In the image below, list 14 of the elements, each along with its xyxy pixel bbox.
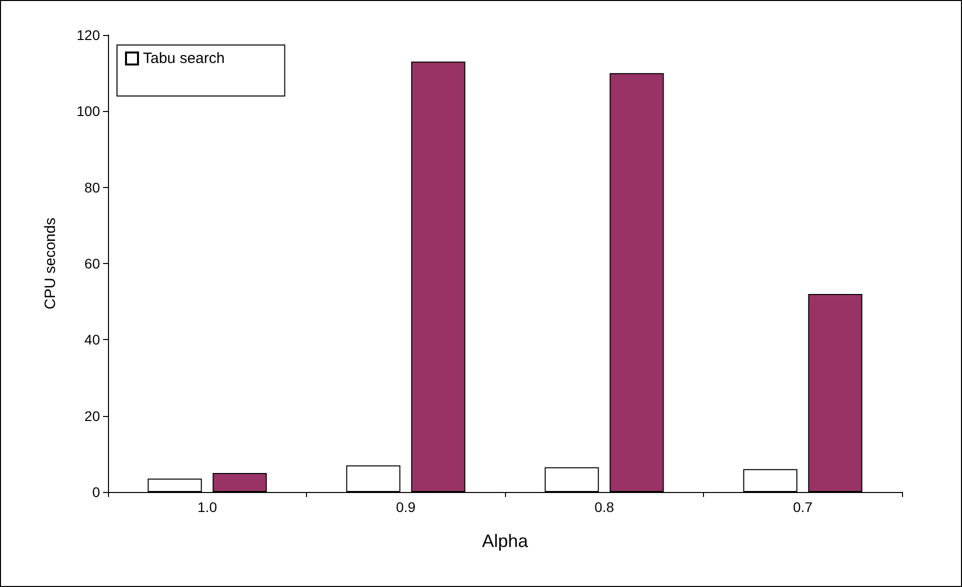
x-tick-label: 0.9 — [396, 499, 416, 515]
y-tick-label: 0 — [92, 484, 100, 500]
x-axis-title: Alpha — [482, 531, 530, 551]
y-tick-label: 80 — [84, 179, 100, 196]
y-tick-label: 60 — [84, 256, 100, 272]
x-tick-label: 0.7 — [793, 499, 813, 515]
x-tick-label: 0.8 — [594, 499, 614, 515]
y-tick-label: 20 — [84, 408, 100, 424]
y-tick-label: 100 — [76, 103, 100, 120]
y-tick-label: 120 — [76, 27, 100, 43]
x-tick-label: 1.0 — [198, 499, 218, 515]
y-axis-title: CPU seconds — [42, 218, 59, 310]
legend-label: Tabu search — [143, 50, 225, 67]
y-tick-label: 40 — [84, 332, 100, 348]
